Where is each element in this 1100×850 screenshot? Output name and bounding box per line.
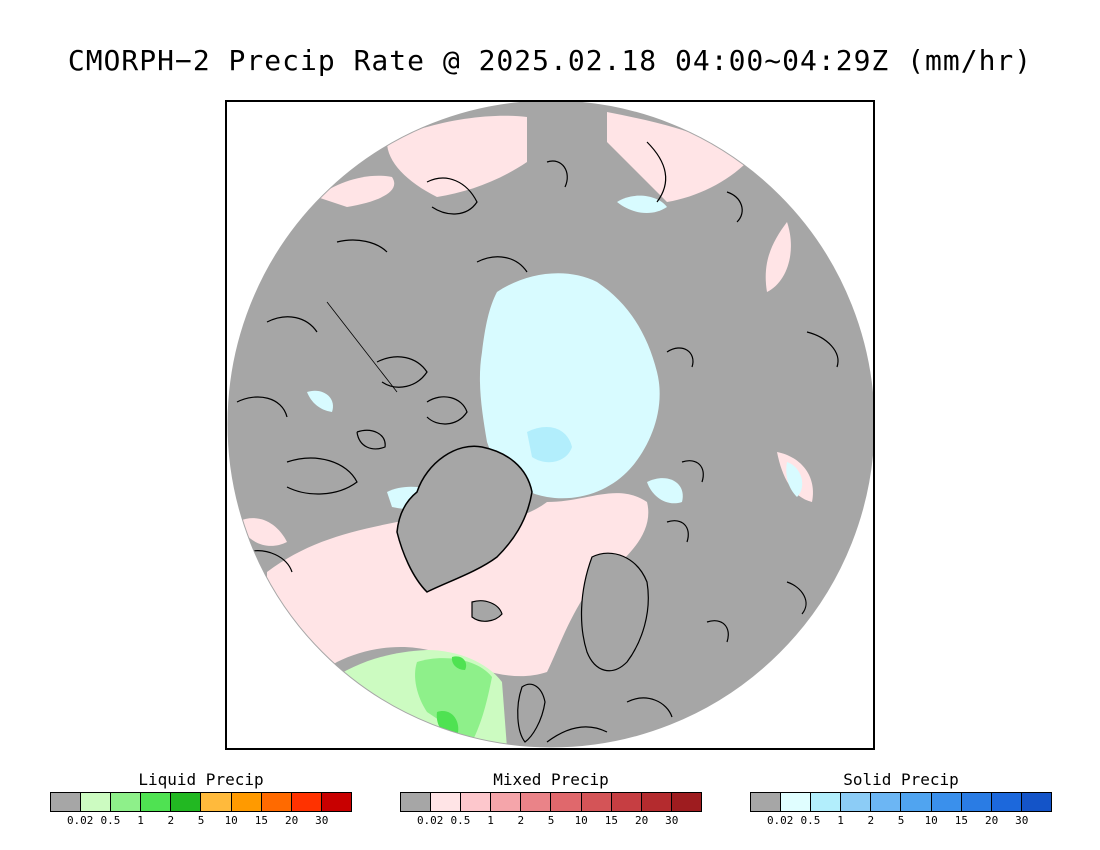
legend-swatch bbox=[781, 793, 812, 811]
legend-mixed: Mixed Precip 0.02 0.5 1 2 5 10 15 20 30 bbox=[400, 770, 702, 827]
legend-tick-label: 2 bbox=[517, 814, 525, 827]
legend-swatch bbox=[201, 793, 232, 811]
polar-map[interactable] bbox=[225, 100, 875, 750]
legend-liquid-ticks: 0.02 0.5 1 2 5 10 15 20 30 bbox=[50, 812, 352, 827]
legend-tick-label: 10 bbox=[574, 814, 588, 827]
polar-map-canvas bbox=[227, 102, 873, 748]
legend-swatch bbox=[901, 793, 932, 811]
legend-swatch bbox=[141, 793, 172, 811]
legend-swatch bbox=[991, 793, 1022, 811]
legend-swatch bbox=[751, 793, 782, 811]
scandinavia-landmass bbox=[580, 552, 649, 672]
legend-tick-label: 20 bbox=[984, 814, 999, 827]
legend-liquid: Liquid Precip 0.02 0.5 1 2 5 10 15 20 30 bbox=[50, 770, 352, 827]
legend-swatch bbox=[461, 793, 492, 811]
map-disk bbox=[228, 102, 873, 747]
legend-tick-label: 1 bbox=[487, 814, 494, 827]
coastlines bbox=[236, 141, 839, 743]
legend-swatch bbox=[641, 793, 672, 811]
legend-tick-label: 30 bbox=[665, 814, 679, 827]
legend-swatch bbox=[321, 793, 351, 811]
legend-swatch bbox=[431, 793, 462, 811]
legend-solid-ticks: 0.02 0.5 1 2 5 10 15 20 30 bbox=[750, 812, 1052, 827]
legend-swatch bbox=[811, 793, 842, 811]
legend-liquid-title: Liquid Precip bbox=[138, 770, 264, 789]
legend-tick-label: 1 bbox=[137, 814, 144, 827]
legend-swatch bbox=[931, 793, 962, 811]
legend-tick-label: 30 bbox=[1015, 814, 1029, 827]
legend-swatch bbox=[401, 793, 432, 811]
legend-swatch bbox=[521, 793, 552, 811]
legend-solid-bar bbox=[750, 792, 1052, 812]
legend-tick-label: 5 bbox=[197, 814, 205, 827]
legend-swatch bbox=[171, 793, 202, 811]
legend-tick-label: 0.5 bbox=[100, 814, 121, 827]
legend-liquid-bar bbox=[50, 792, 352, 812]
legend-swatch bbox=[111, 793, 142, 811]
legend-tick-label: 15 bbox=[254, 814, 269, 827]
uk-landmass bbox=[517, 683, 546, 743]
legend-mixed-ticks: 0.02 0.5 1 2 5 10 15 20 30 bbox=[400, 812, 702, 827]
legend-swatch bbox=[51, 793, 82, 811]
legend-tick-label: 20 bbox=[634, 814, 649, 827]
legend-tick-label: 5 bbox=[547, 814, 555, 827]
legend-swatch bbox=[491, 793, 522, 811]
legend-swatch bbox=[291, 793, 322, 811]
legend-tick-label: 0.02 bbox=[416, 814, 444, 827]
legend-swatch bbox=[81, 793, 112, 811]
legend-tick-label: 10 bbox=[224, 814, 238, 827]
legend-tick-label: 2 bbox=[867, 814, 875, 827]
legend-swatch bbox=[611, 793, 642, 811]
legend-swatch bbox=[551, 793, 582, 811]
legend-swatch bbox=[671, 793, 701, 811]
legend-tick-label: 30 bbox=[315, 814, 329, 827]
legend-tick-label: 20 bbox=[284, 814, 299, 827]
legend-swatch bbox=[231, 793, 262, 811]
legend-tick-label: 0.5 bbox=[800, 814, 821, 827]
legend-tick-label: 15 bbox=[604, 814, 619, 827]
greenland-landmass bbox=[396, 445, 533, 593]
legend-solid-title: Solid Precip bbox=[843, 770, 959, 789]
legend-solid: Solid Precip 0.02 0.5 1 2 5 10 15 20 30 bbox=[750, 770, 1052, 827]
legend-tick-label: 2 bbox=[167, 814, 175, 827]
legend-mixed-bar bbox=[400, 792, 702, 812]
legend-tick-label: 1 bbox=[837, 814, 844, 827]
legend-swatch bbox=[261, 793, 292, 811]
legend-swatch bbox=[871, 793, 902, 811]
map-title: CMORPH−2 Precip Rate @ 2025.02.18 04:00~… bbox=[67, 44, 1033, 77]
legend-tick-label: 0.02 bbox=[66, 814, 94, 827]
legend-tick-label: 5 bbox=[897, 814, 905, 827]
map-horizon bbox=[227, 102, 873, 748]
legend-swatch bbox=[961, 793, 992, 811]
legend-swatch bbox=[581, 793, 612, 811]
legend-tick-label: 15 bbox=[954, 814, 969, 827]
legend-tick-label: 10 bbox=[924, 814, 938, 827]
legend-swatch bbox=[841, 793, 872, 811]
legend-tick-label: 0.02 bbox=[766, 814, 794, 827]
legend-swatch bbox=[1021, 793, 1051, 811]
legend-tick-label: 0.5 bbox=[450, 814, 471, 827]
legend-mixed-title: Mixed Precip bbox=[493, 770, 609, 789]
iceland-landmass bbox=[471, 600, 503, 622]
